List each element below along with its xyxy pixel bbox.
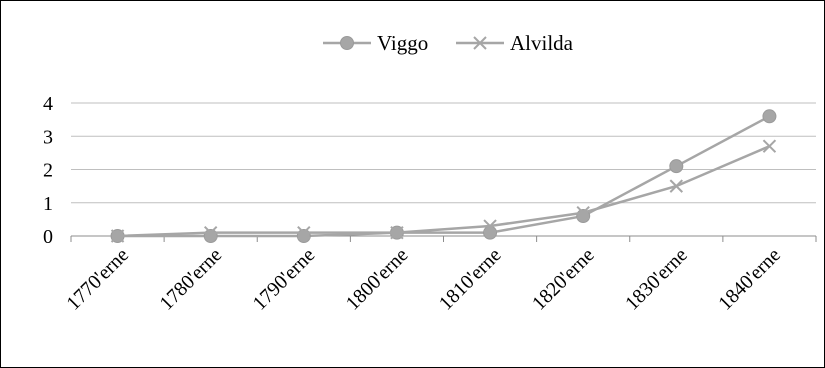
point-alvilda-2 xyxy=(297,225,311,240)
x-tick-label-1830-erne: 1830'erne xyxy=(621,244,692,315)
y-tick-label-0: 0 xyxy=(43,226,53,248)
y-tick-label-1: 1 xyxy=(43,193,53,215)
x-tick-label-1800-erne: 1800'erne xyxy=(342,244,413,315)
x-tick-label-1790-erne: 1790'erne xyxy=(249,244,320,315)
point-alvilda-3 xyxy=(390,225,404,240)
x-tick-label-1780-erne: 1780'erne xyxy=(155,244,226,315)
x-axis: 1770'erne 1780'erne 1790'erne 1800'erne 1810… xyxy=(62,235,817,315)
legend-label-alvilda: Alvilda xyxy=(510,31,574,55)
point-alvilda-6 xyxy=(669,179,684,193)
legend-entry-alvilda: Alvilda xyxy=(456,31,574,55)
x-tick-label-1840-erne: 1840'erne xyxy=(714,244,785,315)
point-viggo-6 xyxy=(669,159,684,174)
legend: Viggo Alvilda xyxy=(323,31,574,55)
x-tick-label-1770-erne: 1770'erne xyxy=(62,244,133,315)
point-alvilda-1 xyxy=(203,225,218,240)
x-tick-label-1820-erne: 1820'erne xyxy=(528,244,599,315)
gridlines xyxy=(71,102,816,204)
legend-entry-viggo: Viggo xyxy=(323,31,428,55)
x-tick-label-1810-erne: 1810'erne xyxy=(435,244,506,315)
point-viggo-7 xyxy=(762,109,777,124)
point-alvilda-4 xyxy=(483,219,497,233)
y-axis: 0 1 2 3 4 xyxy=(43,93,53,248)
y-tick-label-4: 4 xyxy=(43,93,53,115)
point-alvilda-7 xyxy=(762,139,777,153)
y-tick-label-3: 3 xyxy=(43,126,53,148)
series-alvilda xyxy=(110,139,777,243)
point-alvilda-5 xyxy=(576,206,590,220)
legend-marker-alvilda xyxy=(473,36,487,50)
series-layer xyxy=(110,109,777,243)
series-viggo xyxy=(110,109,777,243)
legend-label-viggo: Viggo xyxy=(377,31,428,55)
point-alvilda-0 xyxy=(110,229,125,243)
legend-marker-viggo xyxy=(340,36,354,50)
y-tick-label-2: 2 xyxy=(43,160,53,182)
series-line-alvilda xyxy=(117,145,770,238)
point-viggo-4 xyxy=(483,225,498,240)
series-line-viggo xyxy=(117,115,771,238)
